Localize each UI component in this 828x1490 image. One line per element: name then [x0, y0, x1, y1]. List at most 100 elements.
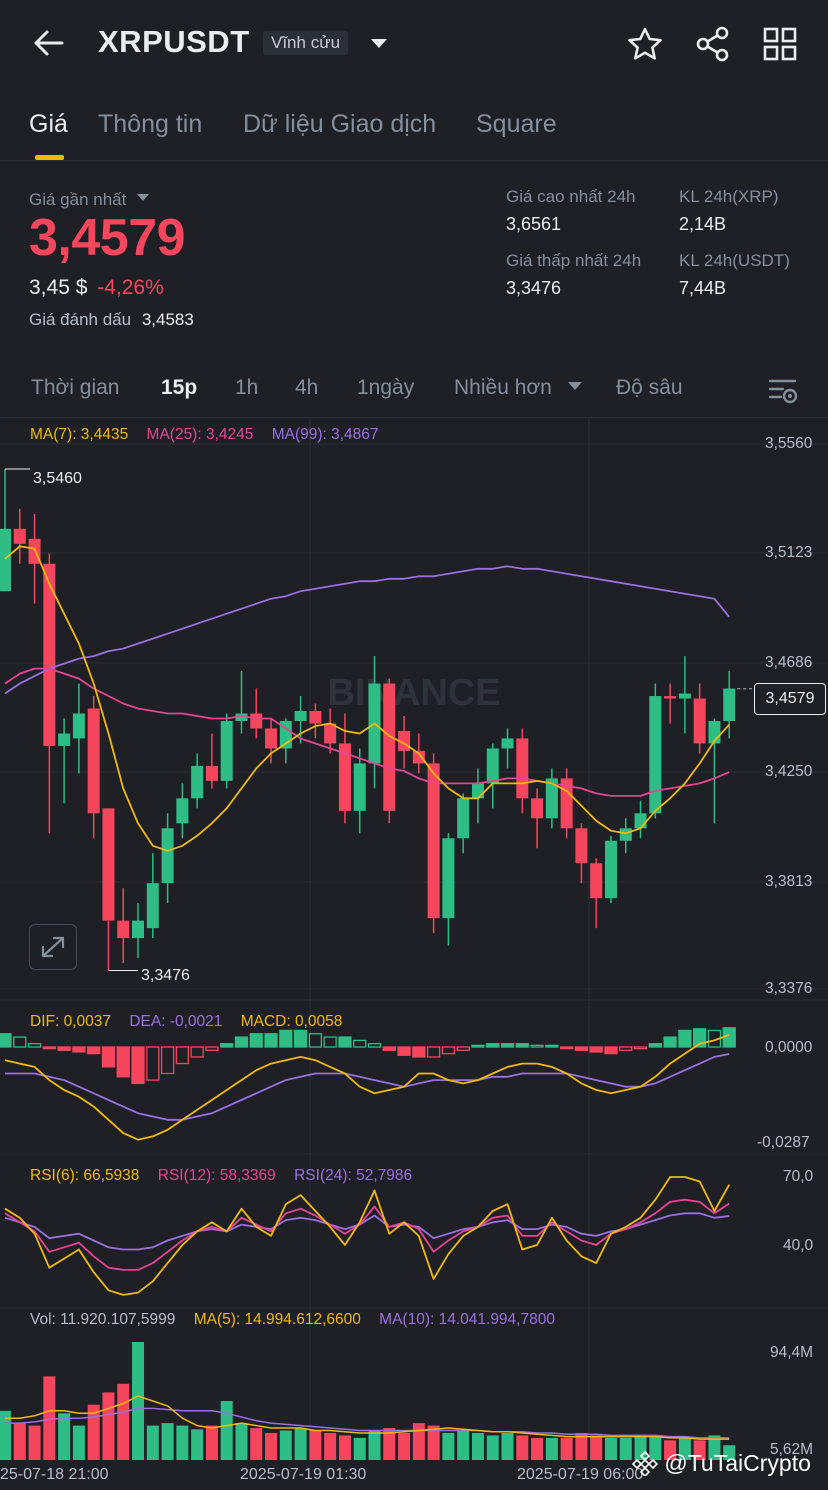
tab-price[interactable]: Giá [29, 110, 68, 138]
volume-bar [220, 1401, 233, 1460]
fullscreen-button[interactable] [29, 924, 77, 970]
macd-bar [234, 1036, 249, 1048]
volume-bar [678, 1437, 691, 1460]
volume-bar [427, 1425, 440, 1460]
macd-bar [604, 1046, 618, 1055]
macd-bar [293, 1029, 308, 1048]
candle-body [0, 528, 11, 592]
share-icon[interactable] [694, 26, 732, 62]
time-axis-label: 25-07-18 21:00 [0, 1466, 109, 1483]
timeframe-depth[interactable]: Độ sâu [616, 376, 683, 399]
timeframe-time[interactable]: Thời gian [31, 376, 120, 399]
rsi24-line [4, 1212, 730, 1251]
price-axis-label: 3,4686 [765, 654, 813, 671]
macd-bar [530, 1044, 544, 1048]
candle-body [634, 813, 647, 829]
volume-bar [723, 1445, 736, 1460]
volume-bar [87, 1404, 100, 1460]
candle-body [28, 538, 41, 564]
candle-body [294, 711, 307, 721]
candle-body [265, 728, 278, 749]
back-arrow-icon[interactable] [28, 26, 68, 60]
contract-type-badge: Vĩnh cửu [263, 31, 349, 55]
binance-logo-icon [631, 1450, 659, 1478]
macd-bar [574, 1046, 589, 1051]
chart-settings-icon[interactable] [767, 376, 801, 406]
dea-line [5, 1053, 730, 1121]
candle-body [516, 738, 529, 799]
tab-trading-data[interactable]: Dữ liệu Giao dịch [243, 110, 437, 138]
volume-bar [338, 1435, 351, 1460]
rsi6-legend: RSI(6): 66,5938 [30, 1167, 140, 1184]
candle-body [87, 708, 100, 814]
macd-bar [249, 1033, 263, 1048]
candle-body [457, 798, 470, 839]
divider [0, 417, 828, 418]
mark-price-row: Giá đánh dấu 3,4583 [29, 310, 194, 329]
chevron-down-icon[interactable] [369, 36, 389, 50]
timeframe-more[interactable]: Nhiều hơn [454, 376, 584, 400]
rsi6-line [4, 1176, 730, 1296]
candle-body [324, 723, 337, 744]
macd-bar [175, 1046, 190, 1065]
high-24h-value: 3,6561 [506, 214, 562, 234]
volume-bar [412, 1423, 425, 1460]
macd-bar [353, 1039, 367, 1048]
volume-bar [457, 1430, 470, 1460]
tab-square[interactable]: Square [476, 110, 557, 138]
tab-info[interactable]: Thông tin [98, 110, 203, 138]
volume-bar [13, 1423, 26, 1460]
grid-icon[interactable] [762, 26, 798, 62]
volume-bar [693, 1440, 706, 1460]
credit-watermark: @TuTaiCrypto [631, 1450, 811, 1478]
candle-body [309, 711, 322, 724]
chevron-down-icon [567, 382, 582, 390]
macd-bar [205, 1046, 219, 1051]
candle-body [43, 563, 56, 746]
candle-body [545, 778, 558, 819]
candle-body [664, 696, 677, 699]
candle-body [693, 698, 706, 744]
macd-bar [42, 1046, 56, 1050]
high-24h-label: Giá cao nhất 24h [506, 187, 636, 206]
macd-bar [648, 1043, 662, 1048]
macd-bar [87, 1046, 101, 1055]
timeframe-1day[interactable]: 1ngày [357, 376, 415, 399]
rsi12-legend: RSI(12): 58,3369 [157, 1167, 276, 1184]
volume-bar [72, 1425, 85, 1460]
candle-body [723, 688, 736, 721]
symbol-title[interactable]: XRPUSDT [98, 24, 250, 59]
volume-bar [590, 1435, 603, 1460]
macd-bar [220, 1043, 234, 1048]
star-icon[interactable] [626, 26, 664, 62]
last-price-label[interactable]: Giá gần nhất [29, 190, 151, 210]
vol-ma10-line [5, 1407, 730, 1439]
vol-ma5-line [5, 1395, 730, 1440]
candle-body [590, 863, 603, 899]
divider [0, 160, 828, 161]
volume-bar [191, 1429, 204, 1460]
macd-bar [382, 1046, 396, 1051]
timeframe-15p[interactable]: 15p [161, 376, 198, 399]
macd-bar [131, 1046, 145, 1085]
timeframe-1h[interactable]: 1h [235, 376, 259, 399]
candle-body [678, 693, 691, 699]
macd-bar [678, 1029, 692, 1048]
candle-body [604, 840, 617, 899]
macd-value-legend: MACD: 0,0058 [240, 1013, 343, 1030]
volume-bar [265, 1432, 278, 1460]
macd-bar [663, 1036, 677, 1048]
timeframe-4h[interactable]: 4h [295, 376, 319, 399]
volume-bar [132, 1342, 145, 1460]
macd-bar [486, 1043, 500, 1048]
volume-axis-label: 5,62M [770, 1441, 814, 1458]
ma7-legend: MA(7): 3,4435 [30, 426, 129, 443]
macd-bar [57, 1046, 71, 1051]
macd-bar [589, 1046, 603, 1053]
volume-bar [353, 1437, 366, 1460]
change-percent: -4,26% [97, 276, 164, 299]
price-chart[interactable]: BINANCE [0, 418, 828, 1490]
rsi12-line [4, 1198, 730, 1271]
candle-body [560, 778, 573, 829]
volume-bar [664, 1440, 677, 1460]
